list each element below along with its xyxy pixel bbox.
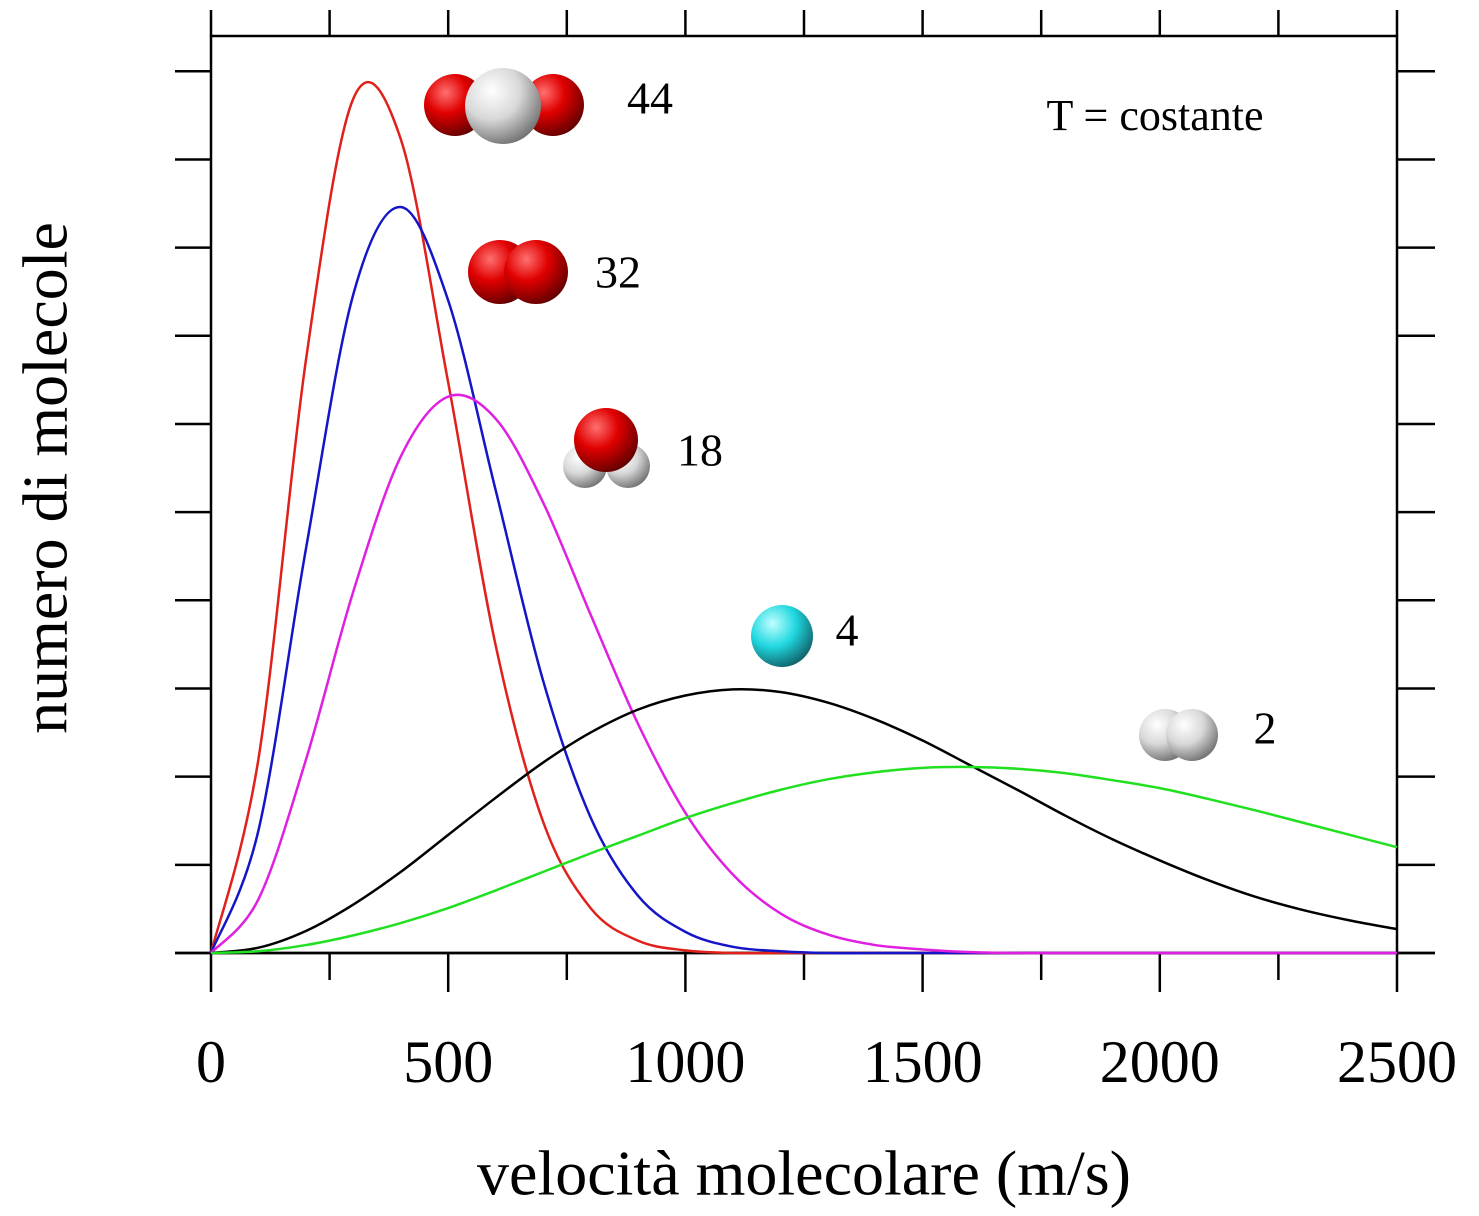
x-tick-label: 1000 (625, 1029, 745, 1095)
series-label: 32 (595, 247, 641, 298)
x-tick-label: 2000 (1100, 1029, 1220, 1095)
series-label: 44 (627, 73, 673, 124)
series-line (210, 393, 1397, 955)
plot-frame (209, 34, 1399, 955)
x-axis-label: velocità molecolare (m/s) (477, 1138, 1131, 1209)
annotation: T = costante (1046, 91, 1263, 140)
x-tick-label: 500 (403, 1029, 493, 1095)
series-line (209, 205, 1397, 955)
series-line (210, 765, 1398, 955)
x-tick-label: 0 (196, 1029, 226, 1095)
molecule-icons (424, 68, 1218, 761)
y-axis-label: numero di molecole (10, 222, 81, 734)
series-label: 4 (836, 605, 859, 656)
series-line (210, 687, 1398, 955)
x-tick-label: 1500 (863, 1029, 983, 1095)
x-tick-label: 2500 (1337, 1029, 1457, 1095)
series-label: 2 (1254, 703, 1277, 754)
series-label: 18 (677, 425, 723, 476)
